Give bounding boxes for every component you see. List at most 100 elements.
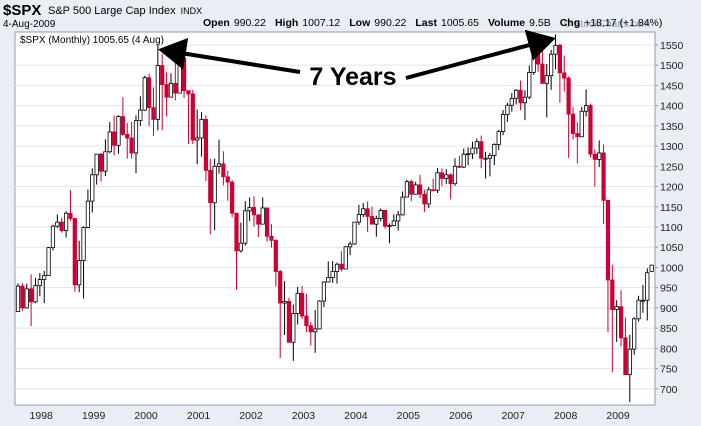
candle-body	[15, 285, 21, 312]
candle-body	[313, 328, 318, 333]
candle-body	[295, 292, 300, 314]
x-tick-label: 2003	[292, 410, 316, 422]
candle-body	[264, 207, 270, 237]
candle-body	[382, 210, 388, 227]
quote-label: Low	[349, 17, 371, 29]
candle-body	[614, 306, 619, 310]
candle-body	[452, 165, 458, 185]
candle-body	[518, 89, 523, 104]
x-tick-label: 2006	[449, 410, 473, 422]
candle-body	[181, 57, 187, 92]
candle-body	[168, 82, 174, 98]
quote-value: 990.22	[374, 17, 406, 29]
candle-body	[605, 199, 611, 281]
candle-body	[251, 207, 257, 216]
candle-body	[42, 275, 47, 280]
candle-body	[422, 193, 427, 205]
candle-body	[85, 200, 91, 228]
candle-body	[636, 299, 641, 320]
candle-body	[352, 221, 357, 245]
y-tick-label: 1500	[660, 60, 684, 72]
candle-body	[116, 116, 121, 146]
title: $SPX	[3, 2, 41, 19]
candle-body	[535, 52, 541, 65]
candle-body	[190, 93, 195, 141]
candle-body	[260, 207, 265, 225]
y-tick-label: 1150	[660, 202, 683, 214]
candle-body	[400, 196, 405, 216]
y-tick-label: 1450	[660, 80, 684, 92]
candle-body	[601, 152, 606, 201]
candle-body	[112, 131, 117, 146]
x-tick-label: 2005	[397, 410, 421, 422]
y-tick-label: 750	[660, 364, 678, 376]
candle-body	[68, 212, 73, 219]
candle-body	[98, 153, 104, 172]
x-tick-label: 2008	[554, 410, 578, 422]
candle-body	[146, 77, 152, 109]
candle-body	[299, 292, 305, 317]
candle-body	[431, 189, 436, 192]
candle-body	[221, 163, 226, 178]
candle-body	[417, 184, 423, 195]
candle-body	[369, 216, 375, 225]
quote-value: +18.17 (+1.84%)	[584, 17, 662, 29]
candle-body	[592, 153, 597, 160]
candle-body	[540, 63, 545, 84]
candle-body	[125, 133, 130, 139]
candle-body	[72, 218, 77, 286]
candle-body	[339, 263, 344, 270]
candle-body	[286, 301, 292, 343]
candle-body	[413, 184, 418, 195]
candle-body	[278, 271, 283, 304]
candle-body	[291, 313, 296, 343]
y-tick-label: 1400	[660, 101, 684, 113]
x-tick-label: 2000	[134, 410, 158, 422]
candle-body	[562, 72, 567, 79]
candle-body	[531, 52, 536, 73]
candle-body	[509, 97, 514, 106]
x-tick-label: 2001	[187, 410, 211, 422]
candle-body	[557, 44, 562, 74]
x-tick-label: 1998	[30, 410, 54, 422]
candle-body	[466, 153, 471, 156]
candle-body	[238, 242, 243, 252]
candle-body	[387, 224, 392, 227]
candle-body	[120, 116, 125, 135]
y-tick-label: 1250	[660, 161, 684, 173]
x-tick-label: 2007	[502, 410, 526, 422]
candle-body	[640, 299, 646, 302]
candle-body	[334, 263, 340, 272]
candle-body	[326, 277, 331, 283]
grid	[15, 44, 655, 390]
candle-body	[479, 141, 484, 159]
candle-body	[186, 90, 191, 95]
candle-body	[426, 189, 431, 205]
candle-body	[199, 118, 204, 139]
plot-area	[14, 31, 656, 406]
candle-body	[444, 174, 449, 179]
candle-body	[230, 181, 235, 214]
quote-label: Open	[203, 17, 230, 29]
candle-body	[55, 221, 60, 227]
candle-body	[308, 325, 313, 333]
y-tick-label: 1100	[660, 222, 683, 234]
candle-body	[103, 151, 108, 172]
candle-body	[575, 133, 580, 138]
candle-body	[321, 281, 327, 302]
candle-body	[24, 288, 29, 309]
candle-body	[570, 113, 576, 134]
candle-body	[632, 318, 637, 350]
candle-body	[483, 157, 488, 160]
candle-body	[457, 165, 462, 168]
y-tick-label: 1300	[660, 141, 684, 153]
candle-body	[46, 247, 51, 276]
date: 4-Aug-2009	[3, 19, 56, 30]
arrow-right	[405, 29, 556, 80]
candle-body	[474, 141, 479, 149]
candle-body	[343, 246, 348, 270]
candle-body	[391, 220, 396, 226]
x-tick-label: 1999	[82, 410, 106, 422]
candle-body	[50, 225, 56, 249]
